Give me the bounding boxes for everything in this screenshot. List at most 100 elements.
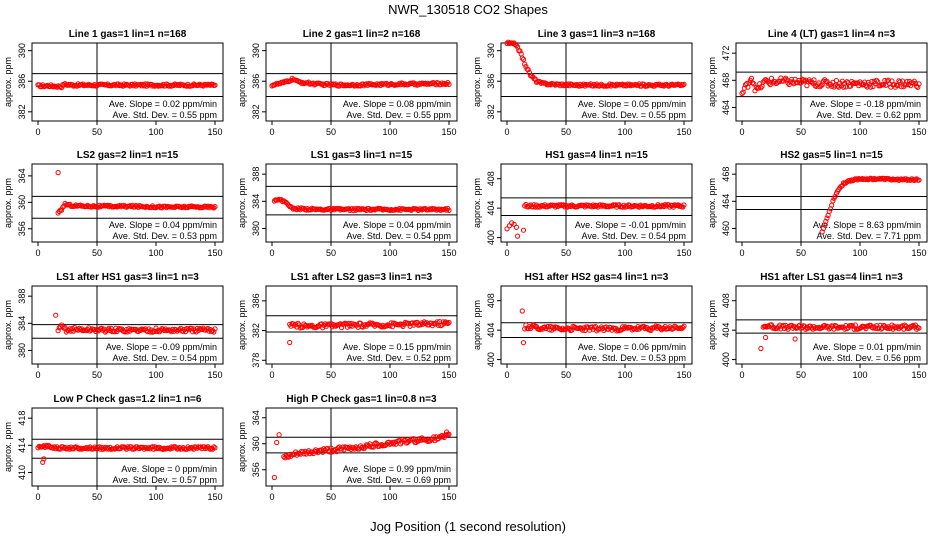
x-tick-label: 0 bbox=[739, 370, 744, 380]
data-point bbox=[781, 76, 788, 82]
y-tick-label: 364 bbox=[17, 168, 27, 183]
data-point bbox=[414, 206, 420, 212]
data-point bbox=[844, 79, 850, 85]
data-point bbox=[55, 328, 61, 334]
data-point bbox=[432, 206, 438, 212]
panel: Line 3 gas=1 lin=3 n=168 0 50 100 150 382 386 3… bbox=[472, 29, 693, 137]
data-point bbox=[520, 340, 527, 346]
data-point bbox=[871, 175, 877, 182]
data-point bbox=[855, 177, 861, 183]
data-point bbox=[89, 204, 95, 210]
y-tick-label: 404 bbox=[721, 323, 731, 338]
data-point bbox=[519, 55, 525, 61]
data-point bbox=[622, 204, 628, 210]
data-point bbox=[348, 82, 354, 88]
data-point bbox=[554, 202, 560, 208]
data-point bbox=[76, 325, 82, 331]
data-point bbox=[859, 176, 866, 182]
data-point bbox=[778, 326, 784, 332]
panel: LS1 after HS1 gas=3 lin=1 n=3 0 50 100 150 38… bbox=[3, 272, 224, 380]
panel-frame bbox=[265, 285, 458, 365]
data-point bbox=[591, 203, 597, 210]
data-point bbox=[146, 326, 152, 332]
data-point bbox=[568, 203, 574, 209]
y-tick-label: 408 bbox=[486, 171, 496, 186]
data-point bbox=[526, 70, 533, 76]
x-tick-label: 100 bbox=[852, 127, 867, 137]
data-point bbox=[644, 83, 651, 89]
data-point bbox=[681, 81, 687, 88]
y-tick-label: 388 bbox=[251, 167, 261, 182]
panel-frame bbox=[265, 163, 458, 243]
data-point bbox=[853, 176, 860, 182]
x-tick-label: 50 bbox=[326, 127, 336, 137]
data-point bbox=[781, 325, 788, 331]
data-point bbox=[60, 204, 66, 210]
data-point bbox=[171, 82, 177, 89]
std-annotation: Ave. Std. Dev. = 0.54 ppm bbox=[347, 231, 451, 241]
panel: HS1 after HS2 gas=4 lin=1 n=3 0 50 100 150 40… bbox=[472, 272, 693, 380]
data-point bbox=[818, 83, 824, 89]
data-point bbox=[882, 77, 888, 84]
data-point bbox=[376, 81, 382, 87]
y-tick-label: 382 bbox=[251, 323, 261, 338]
panel-title: Line 3 gas=1 lin=3 n=168 bbox=[538, 29, 656, 40]
x-tick-label: 150 bbox=[911, 127, 926, 137]
data-point bbox=[175, 446, 181, 452]
x-tick-label: 0 bbox=[269, 248, 274, 258]
x-tick-label: 150 bbox=[207, 248, 222, 258]
data-point bbox=[92, 82, 98, 88]
data-point bbox=[824, 215, 830, 221]
data-point bbox=[300, 80, 306, 86]
std-annotation: Ave. Std. Dev. = 0.57 ppm bbox=[113, 475, 217, 485]
std-annotation: Ave. Std. Dev. = 0.55 ppm bbox=[582, 110, 686, 120]
data-point bbox=[330, 205, 336, 212]
data-point bbox=[337, 207, 343, 213]
y-tick-label: 388 bbox=[17, 289, 27, 304]
y-tick-label: 414 bbox=[17, 438, 27, 453]
std-annotation: Ave. Std. Dev. = 0.54 ppm bbox=[113, 353, 217, 363]
slope-annotation: Ave. Slope = 0.15 ppm/min bbox=[343, 342, 451, 352]
y-axis-label: approx. ppm bbox=[472, 57, 482, 107]
data-point bbox=[588, 203, 594, 209]
x-tick-label: 100 bbox=[852, 370, 867, 380]
data-point bbox=[811, 77, 817, 83]
data-point bbox=[625, 82, 632, 88]
data-point bbox=[792, 336, 798, 342]
panel-title: High P Check gas=1 lin=0.8 n=3 bbox=[286, 394, 437, 405]
panel: LS1 gas=3 lin=1 n=15 0 50 100 150 380 384 388 ap… bbox=[237, 150, 458, 258]
data-point bbox=[211, 205, 217, 211]
data-point bbox=[113, 445, 119, 451]
x-tick-label: 50 bbox=[796, 127, 806, 137]
y-axis-label: approx. ppm bbox=[3, 178, 13, 228]
data-point bbox=[437, 206, 443, 212]
x-tick-label: 150 bbox=[441, 492, 456, 502]
x-tick-label: 0 bbox=[35, 370, 40, 380]
y-tick-label: 390 bbox=[17, 43, 27, 58]
data-point bbox=[112, 82, 118, 88]
panel: HS1 gas=4 lin=1 n=15 0 50 100 150 400 404 408 ap… bbox=[472, 150, 693, 258]
data-point bbox=[505, 39, 511, 45]
data-point bbox=[519, 308, 525, 314]
data-point bbox=[159, 83, 165, 89]
data-point bbox=[870, 177, 876, 183]
y-tick-label: 400 bbox=[721, 352, 731, 367]
x-tick-label: 50 bbox=[561, 370, 571, 380]
data-point bbox=[648, 204, 654, 210]
y-tick-label: 384 bbox=[251, 194, 261, 209]
figure-title: NWR_130518 CO2 Shapes bbox=[388, 2, 548, 17]
panel-frame bbox=[500, 42, 693, 122]
data-point bbox=[387, 323, 393, 329]
data-point bbox=[168, 444, 174, 450]
data-point bbox=[324, 445, 331, 452]
data-point bbox=[134, 203, 140, 209]
data-point bbox=[328, 321, 334, 327]
data-point bbox=[545, 324, 551, 330]
data-point bbox=[425, 80, 431, 86]
data-point bbox=[357, 207, 364, 213]
slope-annotation: Ave. Slope = -0.18 ppm/min bbox=[810, 99, 921, 109]
data-point bbox=[205, 325, 211, 332]
x-tick-label: 150 bbox=[676, 248, 691, 258]
y-tick-label: 464 bbox=[721, 194, 731, 209]
data-point bbox=[660, 202, 666, 208]
